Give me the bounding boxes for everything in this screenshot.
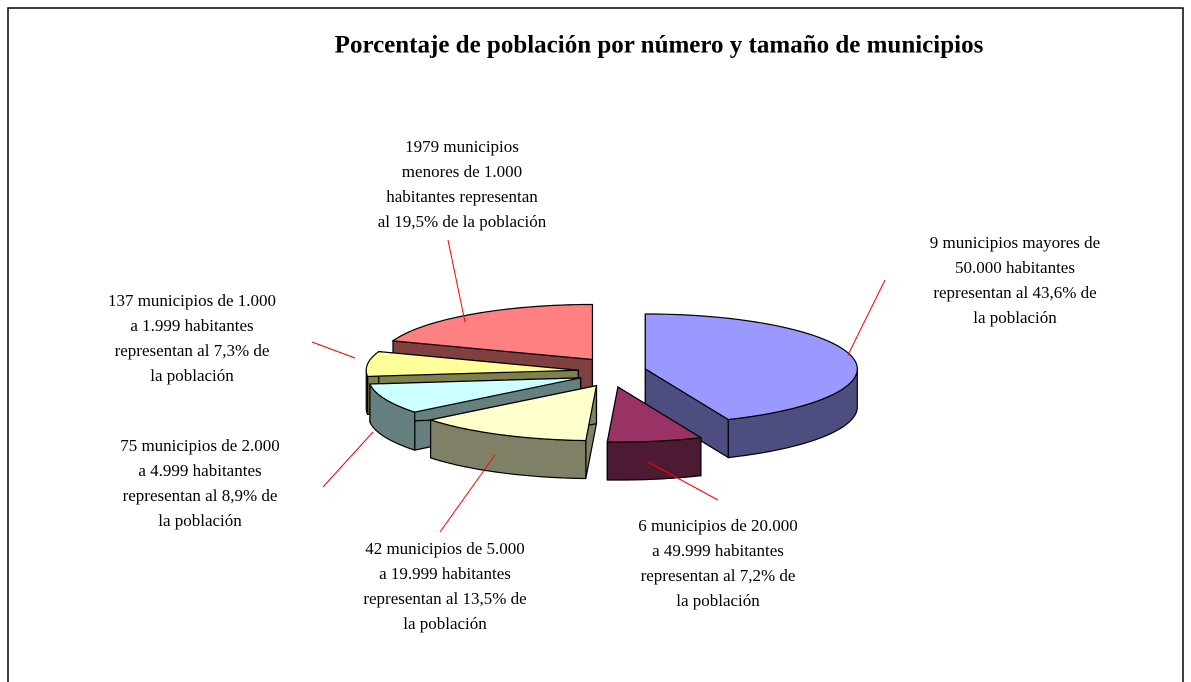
slice-label: la población bbox=[150, 366, 234, 385]
slice-label: 75 municipios de 2.000 bbox=[120, 436, 280, 455]
slice bbox=[644, 313, 858, 459]
slice-top bbox=[365, 350, 579, 378]
slice-label: menores de 1.000 bbox=[402, 162, 522, 181]
leader-line bbox=[322, 431, 374, 488]
slice-top bbox=[606, 386, 703, 443]
slice-label: a 1.999 habitantes bbox=[130, 316, 253, 335]
slice-top bbox=[428, 384, 598, 442]
slice-label: a 49.999 habitantes bbox=[652, 541, 784, 560]
slice bbox=[428, 384, 598, 480]
slice-label: 9 municipios mayores de bbox=[930, 233, 1100, 252]
slice-label: 50.000 habitantes bbox=[955, 258, 1075, 277]
chart-frame bbox=[7, 7, 1184, 682]
slice-top bbox=[644, 313, 858, 421]
leader-line bbox=[847, 279, 886, 356]
slice bbox=[606, 385, 703, 481]
slice-top bbox=[369, 377, 581, 413]
slice-label: a 19.999 habitantes bbox=[379, 564, 511, 583]
slice-label: 137 municipios de 1.000 bbox=[108, 291, 276, 310]
slice-label: la población bbox=[158, 511, 242, 530]
slice-top bbox=[391, 303, 594, 361]
slice-label: 42 municipios de 5.000 bbox=[365, 539, 525, 558]
leader-line bbox=[447, 239, 466, 323]
slice-label: representan al 8,9% de bbox=[123, 486, 278, 505]
slice-label: representan al 13,5% de bbox=[363, 589, 526, 608]
slice-label: representan al 43,6% de bbox=[933, 283, 1096, 302]
leader-line bbox=[439, 454, 496, 533]
slice-label: habitantes representan bbox=[386, 187, 538, 206]
slice-label: representan al 7,3% de bbox=[115, 341, 270, 360]
slice-label: la población bbox=[403, 614, 487, 633]
slice-label: 6 municipios de 20.000 bbox=[638, 516, 798, 535]
leader-line bbox=[311, 341, 356, 359]
slice-label: al 19,5% de la población bbox=[378, 212, 547, 231]
slice-label: la población bbox=[973, 308, 1057, 327]
slice-wall bbox=[606, 437, 702, 481]
slice-label: 1979 municipios bbox=[405, 137, 519, 156]
slice-label: representan al 7,2% de bbox=[641, 566, 796, 585]
chart-title: Porcentaje de población por número y tam… bbox=[335, 32, 984, 59]
leader-line bbox=[647, 461, 719, 501]
slice-label: a 4.999 habitantes bbox=[138, 461, 261, 480]
slice-label: la población bbox=[676, 591, 760, 610]
